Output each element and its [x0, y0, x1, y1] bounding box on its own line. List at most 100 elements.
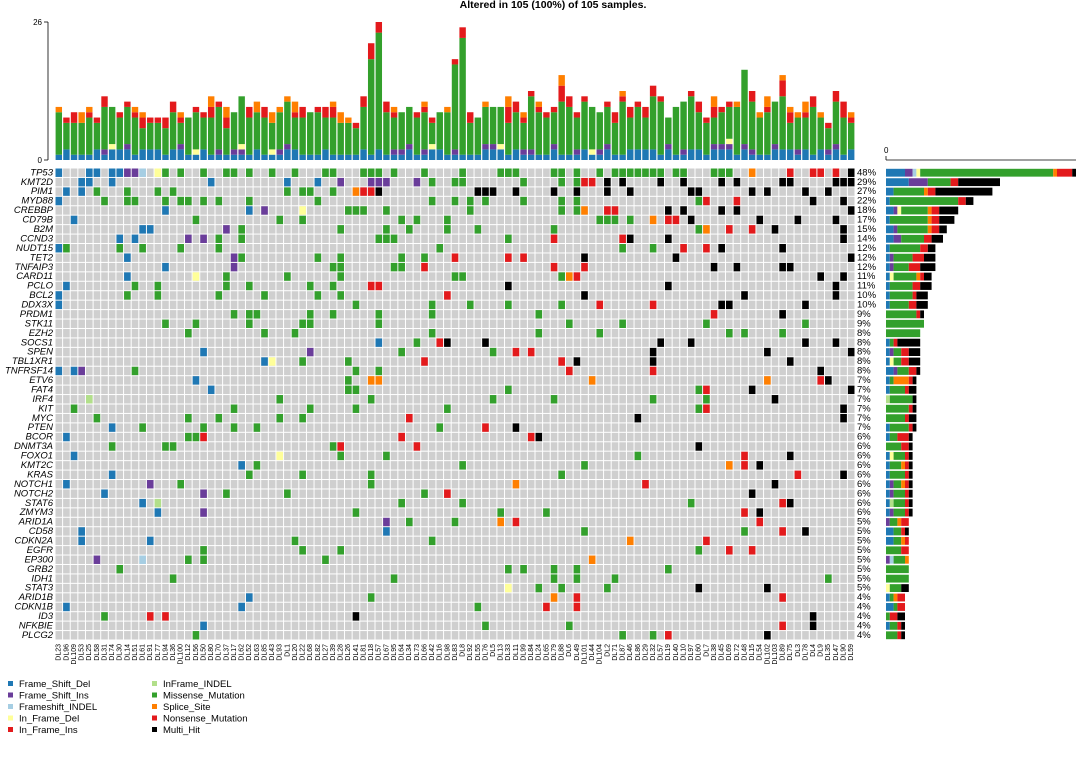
matrix-cell [794, 168, 802, 177]
matrix-cell [512, 338, 520, 347]
matrix-cell [825, 451, 832, 461]
matrix-cell [124, 206, 131, 215]
matrix-cell [405, 395, 413, 404]
matrix-cell [169, 404, 177, 413]
matrix-cell [672, 470, 680, 480]
matrix-cell [230, 196, 238, 206]
matrix-cell [93, 423, 101, 432]
top-bar-segment [497, 144, 504, 150]
matrix-cell [63, 461, 70, 470]
matrix-cell [543, 168, 550, 177]
matrix-cell [581, 328, 588, 338]
mutation-cell [565, 366, 573, 376]
matrix-cell [840, 517, 847, 527]
matrix-cell [436, 470, 444, 480]
matrix-cell [223, 470, 230, 480]
matrix-cell [756, 442, 764, 451]
matrix-cell [200, 177, 207, 187]
matrix-cell [177, 206, 185, 215]
mutation-cell [124, 187, 131, 196]
mutation-cell [695, 187, 703, 196]
matrix-cell [116, 498, 124, 508]
matrix-cell [489, 272, 497, 281]
top-bar-segment [230, 154, 238, 160]
matrix-cell [375, 253, 383, 262]
matrix-cell [573, 262, 581, 272]
matrix-cell [543, 395, 550, 404]
matrix-cell [748, 215, 756, 225]
matrix-cell [802, 404, 809, 413]
matrix-cell [139, 489, 146, 498]
matrix-cell [581, 442, 588, 451]
matrix-cell [390, 310, 398, 319]
matrix-cell [573, 385, 581, 395]
mutation-cell [322, 168, 329, 177]
matrix-cell [131, 404, 139, 413]
matrix-cell [573, 423, 581, 432]
matrix-cell [825, 310, 832, 319]
matrix-cell [253, 215, 261, 225]
matrix-cell [299, 442, 306, 451]
matrix-cell [505, 262, 512, 272]
matrix-cell [63, 489, 70, 498]
top-bar-segment [390, 154, 398, 160]
matrix-cell [337, 395, 345, 404]
matrix-cell [466, 385, 474, 395]
mutation-cell [200, 489, 207, 498]
matrix-cell [840, 489, 847, 498]
matrix-cell [550, 366, 558, 376]
matrix-cell [489, 300, 497, 310]
mutation-cell [78, 366, 85, 376]
top-bar-segment [169, 149, 177, 160]
matrix-cell [428, 281, 436, 291]
matrix-cell [360, 432, 367, 442]
matrix-cell [116, 225, 124, 234]
matrix-cell [451, 281, 459, 291]
matrix-cell [695, 253, 703, 262]
matrix-cell [329, 300, 337, 310]
matrix-cell [520, 234, 527, 244]
matrix-cell [390, 470, 398, 480]
matrix-cell [207, 470, 215, 480]
matrix-cell [116, 177, 124, 187]
matrix-cell [665, 262, 672, 272]
matrix-cell [413, 366, 421, 376]
matrix-cell [322, 328, 329, 338]
mutation-cell [428, 328, 436, 338]
mutation-cell [345, 376, 352, 385]
mutation-cell [162, 262, 169, 272]
matrix-cell [360, 244, 367, 253]
matrix-cell [238, 319, 245, 328]
top-bar-segment [794, 149, 802, 155]
matrix-cell [672, 404, 680, 413]
top-bar-segment [588, 106, 596, 150]
matrix-cell [436, 432, 444, 442]
matrix-cell [505, 527, 512, 536]
top-bar-segment [322, 149, 329, 160]
matrix-cell [337, 310, 345, 319]
matrix-cell [169, 470, 177, 480]
matrix-cell [642, 451, 649, 461]
matrix-cell [253, 489, 261, 498]
matrix-cell [527, 281, 535, 291]
matrix-cell [444, 168, 451, 177]
matrix-cell [238, 508, 245, 517]
matrix-cell [756, 244, 764, 253]
matrix-cell [596, 517, 604, 527]
matrix-cell [604, 498, 611, 508]
matrix-cell [672, 357, 680, 366]
mutation-cell [451, 177, 459, 187]
mutation-cell [261, 206, 268, 215]
matrix-cell [703, 442, 710, 451]
matrix-cell [543, 404, 550, 413]
matrix-cell [306, 300, 314, 310]
matrix-cell [588, 234, 596, 244]
mutation-cell [512, 187, 520, 196]
top-bar-segment [482, 149, 489, 160]
matrix-cell [809, 177, 817, 187]
matrix-cell [162, 498, 169, 508]
matrix-cell [375, 517, 383, 527]
matrix-cell [543, 177, 550, 187]
matrix-cell [63, 517, 70, 527]
mutation-cell [245, 168, 253, 177]
